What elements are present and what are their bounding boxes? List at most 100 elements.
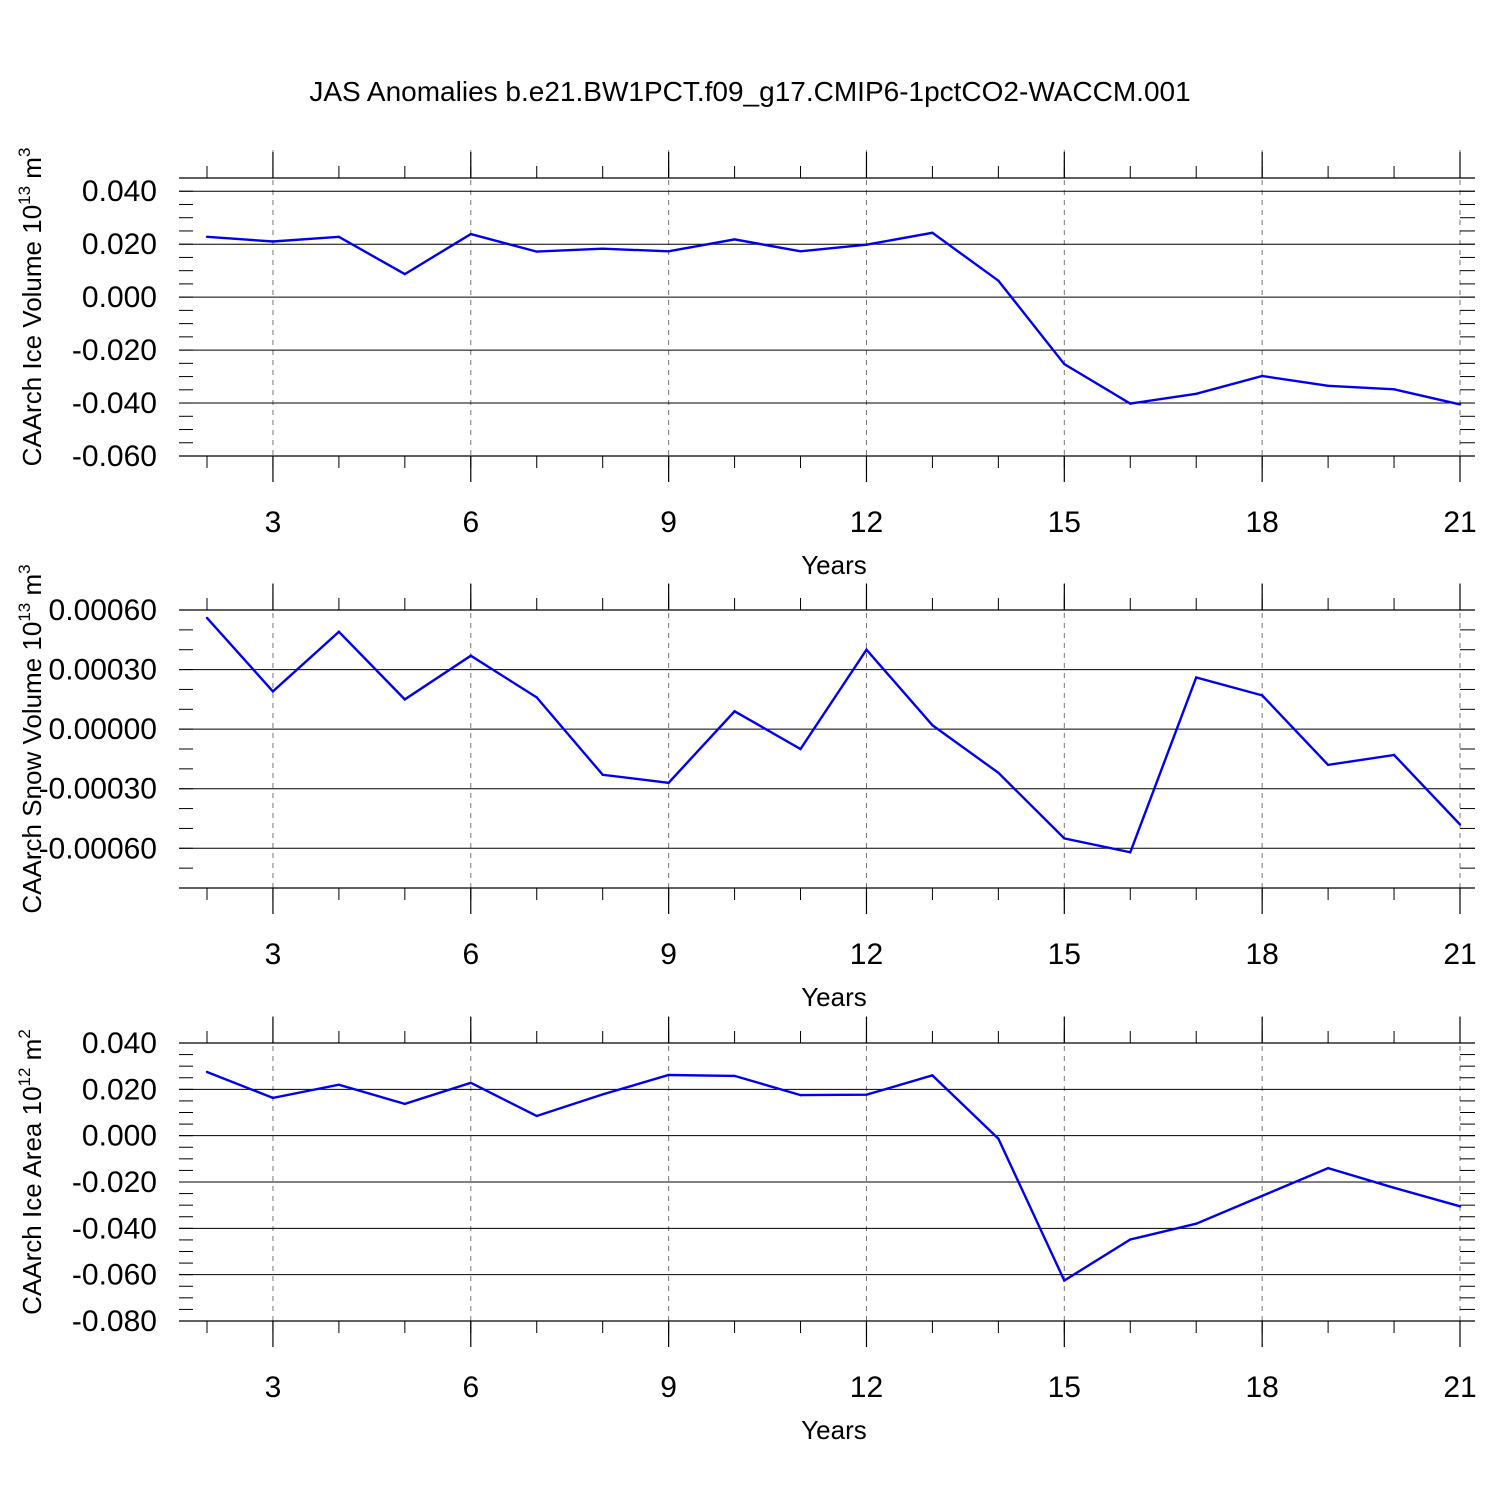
data-point (601, 247, 604, 250)
y-axis-title: CAArch Ice Area 1012 m2 (15, 1029, 47, 1315)
x-tick-label: 9 (660, 1371, 677, 1404)
data-point (1260, 1194, 1264, 1198)
data-point (931, 723, 934, 727)
y-axis-title-exponent: 13 (15, 186, 34, 205)
y-tick-label: 0.000 (82, 1120, 157, 1153)
data-point (469, 654, 472, 657)
data-point (535, 1114, 538, 1118)
data-point (337, 1083, 341, 1086)
data-point (1392, 388, 1396, 391)
data-point (865, 243, 868, 246)
data-point (1129, 402, 1132, 405)
data-point (403, 1102, 407, 1106)
data-point (403, 698, 407, 701)
y-tick-label: -0.040 (72, 1212, 157, 1245)
data-point (1195, 676, 1198, 679)
data-point (1326, 1166, 1330, 1170)
x-tick-label: 15 (1048, 1371, 1081, 1404)
x-tick-label: 9 (660, 506, 677, 539)
data-point (799, 747, 802, 751)
page-title: JAS Anomalies b.e21.BW1PCT.f09_g17.CMIP6… (309, 76, 1191, 107)
y-tick-label: -0.060 (72, 440, 157, 473)
data-point (1260, 694, 1264, 697)
data-point (667, 1073, 670, 1077)
x-tick-label: 21 (1443, 938, 1476, 971)
data-point (1129, 1238, 1132, 1241)
y-tick-label: -0.00060 (39, 832, 157, 865)
x-tick-label: 15 (1048, 506, 1081, 539)
data-point (1260, 374, 1264, 378)
y-tick-label: -0.080 (72, 1305, 157, 1338)
x-tick-label: 6 (462, 506, 479, 539)
data-point (271, 240, 275, 243)
y-tick-label: 0.00030 (49, 654, 157, 687)
data-point (205, 235, 209, 238)
y-axis-title-text: CAArch Snow Volume 10 (17, 622, 47, 914)
x-tick-label: 3 (265, 506, 282, 539)
y-tick-label: -0.00030 (39, 773, 157, 806)
data-point (799, 1093, 802, 1097)
y-tick-label: -0.040 (72, 387, 157, 420)
data-point (931, 231, 934, 235)
data-point (271, 690, 275, 693)
data-point (1063, 837, 1066, 840)
x-tick-label: 18 (1245, 938, 1278, 971)
y-axis-title-unit-exponent: 2 (15, 1029, 34, 1038)
data-point (865, 1093, 868, 1096)
data-point (1129, 851, 1132, 854)
y-axis-title-unit: m (17, 574, 47, 603)
y-tick-label: -0.020 (72, 334, 157, 367)
data-point (733, 1074, 736, 1078)
data-point (1195, 392, 1198, 395)
x-tick-label: 12 (850, 506, 883, 539)
data-point (1063, 1279, 1066, 1282)
y-axis-title-unit: m (17, 157, 47, 186)
y-axis-title-unit-exponent: 3 (15, 148, 34, 157)
y-tick-label: -0.020 (72, 1166, 157, 1199)
data-point (1458, 823, 1462, 826)
y-axis-title-exponent: 13 (15, 603, 34, 622)
x-tick-label: 21 (1443, 506, 1476, 539)
y-axis-title-unit-exponent: 3 (15, 564, 34, 573)
x-tick-label: 9 (660, 938, 677, 971)
data-point (337, 630, 341, 634)
data-point (667, 250, 670, 253)
x-tick-label: 12 (850, 938, 883, 971)
series-line (206, 617, 1461, 854)
data-point (1392, 1186, 1396, 1189)
data-point (205, 1070, 209, 1074)
y-tick-label: 0.020 (82, 228, 157, 261)
x-axis-title: Years (801, 982, 867, 1012)
data-point (1063, 362, 1066, 366)
data-point (271, 1096, 275, 1100)
data-point (733, 238, 736, 241)
data-point (337, 235, 341, 238)
data-point (997, 279, 1000, 282)
y-axis-title-unit: m (17, 1039, 47, 1068)
data-point (601, 1093, 604, 1096)
y-tick-label: 0.00000 (49, 713, 157, 746)
data-point (205, 616, 209, 620)
data-point (535, 250, 538, 253)
y-tick-label: 0.040 (82, 1027, 157, 1060)
data-point (799, 250, 802, 253)
data-point (667, 781, 670, 784)
data-point (469, 232, 472, 236)
y-axis-title-exponent: 12 (15, 1068, 34, 1087)
x-tick-label: 18 (1245, 506, 1278, 539)
panel-snow-volume: 0.00060 0.00030 0.00000 -0.00030 -0.00060 3 6 9… (15, 564, 1477, 1012)
x-tick-label: 12 (850, 1371, 883, 1404)
y-tick-label: 0.00060 (49, 594, 157, 627)
data-point (1458, 403, 1462, 406)
panel-ice-area: 0.040 0.020 0.000 -0.020 -0.040 -0.060 -0.080 3… (15, 1016, 1477, 1445)
panel-ice-volume: 0.040 0.020 0.000 -0.020 -0.040 -0.060 3 6 9 12 15… (15, 148, 1477, 580)
y-axis-title: CAArch Ice Volume 1013 m3 (15, 148, 47, 467)
x-tick-label: 6 (462, 1371, 479, 1404)
data-point (931, 1074, 934, 1077)
x-tick-label: 6 (462, 938, 479, 971)
data-point (997, 771, 1000, 775)
y-tick-label: -0.060 (72, 1259, 157, 1292)
y-tick-label: 0.040 (82, 175, 157, 208)
x-tick-label: 3 (265, 938, 282, 971)
